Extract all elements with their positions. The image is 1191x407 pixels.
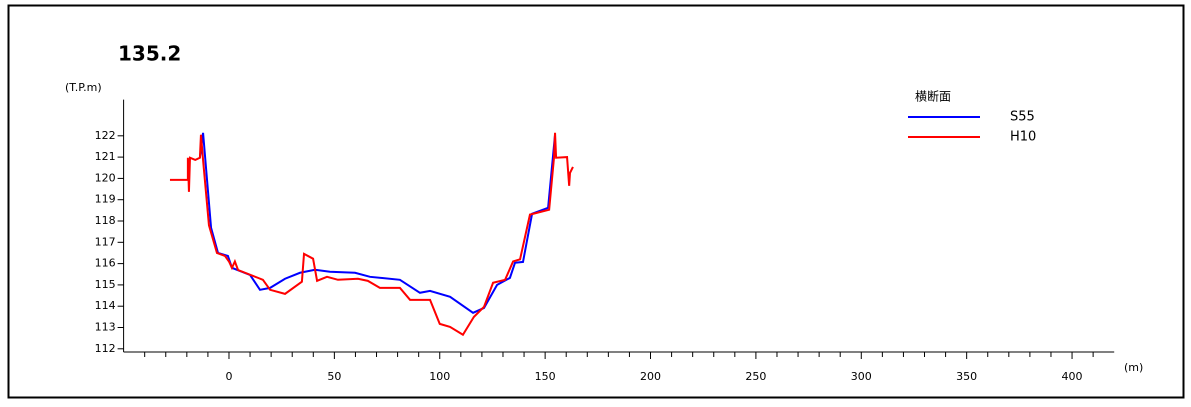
y-tick-label: 113 <box>95 321 116 334</box>
series-line <box>169 132 574 337</box>
x-tick-label: 400 <box>1062 370 1083 383</box>
y-tick-label: 122 <box>95 129 116 142</box>
x-tick-label: 0 <box>225 370 232 383</box>
y-tick-label: 119 <box>95 193 116 206</box>
legend-label: S55 <box>1010 110 1035 125</box>
legend-label: H10 <box>1010 130 1036 145</box>
x-tick-label: 300 <box>851 370 872 383</box>
y-tick-label: 121 <box>95 150 116 163</box>
x-tick-label: 350 <box>956 370 977 383</box>
x-unit: (m) <box>1124 361 1143 374</box>
y-unit: (T.P.m) <box>65 81 102 94</box>
x-tick-label: 100 <box>429 370 450 383</box>
y-tick-label: 116 <box>95 257 116 270</box>
y-tick-label: 117 <box>95 235 116 248</box>
x-tick-label: 200 <box>640 370 661 383</box>
x-tick-label: 150 <box>535 370 556 383</box>
chart-title: 135.2 <box>118 42 181 66</box>
y-tick-label: 112 <box>95 342 116 355</box>
legend-title: 横断面 <box>915 89 951 104</box>
y-tick-label: 115 <box>95 278 116 291</box>
x-tick-label: 50 <box>327 370 341 383</box>
y-tick-label: 114 <box>95 299 116 312</box>
frame <box>7 4 1185 399</box>
y-tick-label: 120 <box>95 171 116 184</box>
x-tick-label: 250 <box>745 370 766 383</box>
y-tick-label: 118 <box>95 214 116 227</box>
